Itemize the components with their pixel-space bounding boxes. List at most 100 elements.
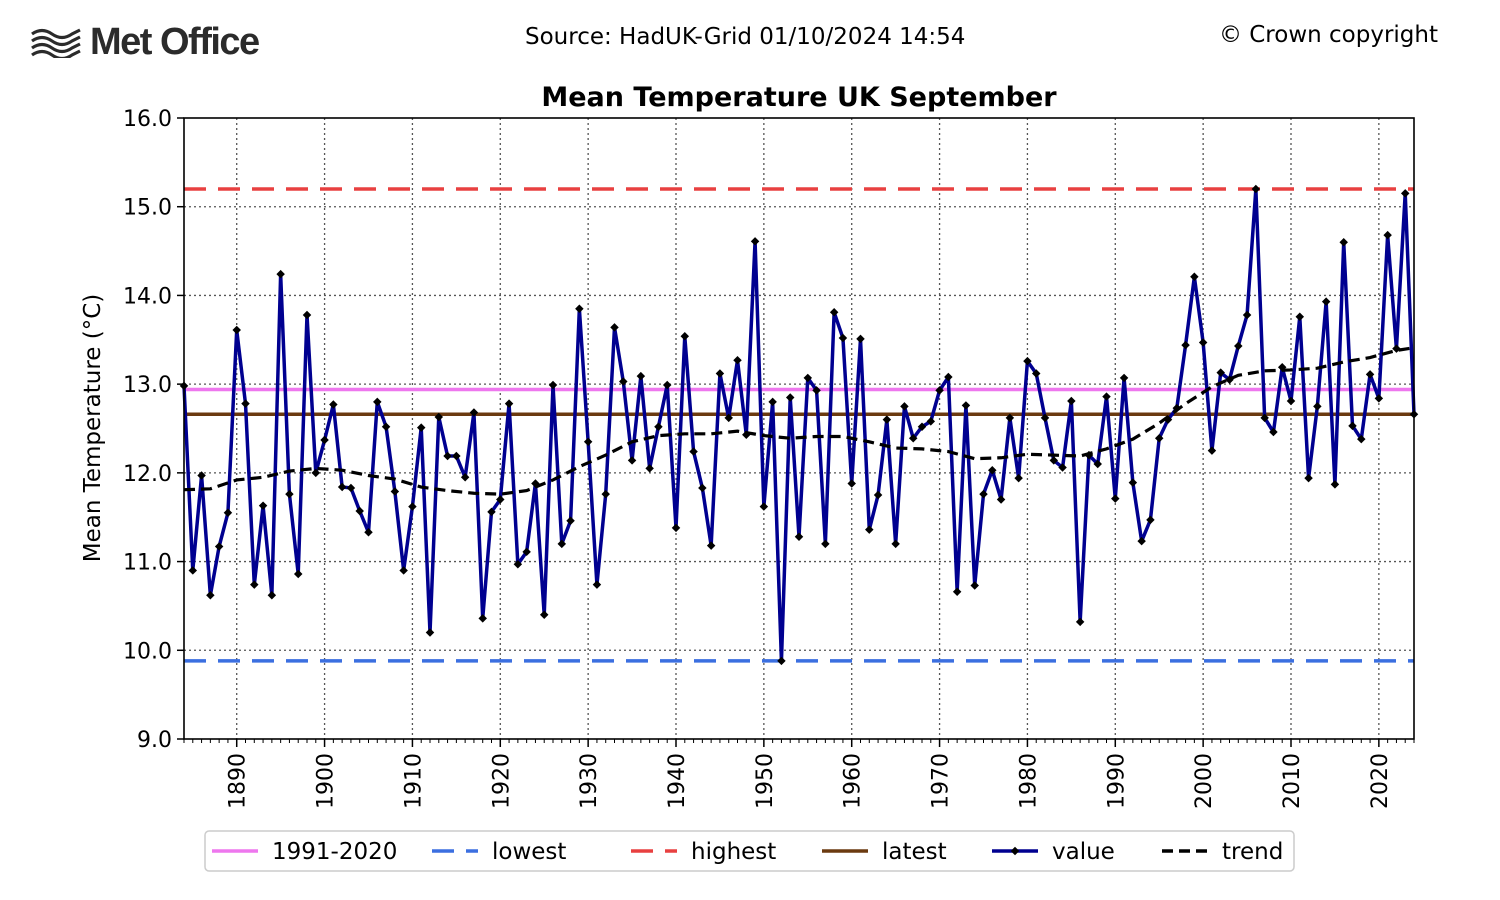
value-point xyxy=(715,369,725,378)
value-point xyxy=(873,490,883,500)
value-point xyxy=(601,489,610,499)
value-point xyxy=(267,591,277,600)
chart-title: Mean Temperature UK September xyxy=(541,82,1057,113)
y-axis-label: Mean Temperature (°C) xyxy=(80,294,106,563)
value-point xyxy=(1242,310,1252,320)
value-point xyxy=(759,502,769,511)
value-point xyxy=(706,541,716,550)
y-tick-label: 10.0 xyxy=(123,639,172,664)
value-point xyxy=(654,422,663,431)
legend-label: highest xyxy=(691,839,776,865)
value-point xyxy=(627,456,637,465)
value-point xyxy=(1321,297,1331,306)
value-point xyxy=(364,528,373,537)
value-point xyxy=(610,323,619,332)
value-point xyxy=(539,610,549,620)
legend-label: lowest xyxy=(492,839,566,865)
value-point xyxy=(680,331,690,341)
value-point xyxy=(812,386,821,395)
value-point xyxy=(285,489,294,499)
value-point xyxy=(662,380,672,390)
value-point xyxy=(794,532,804,541)
value-point xyxy=(513,559,523,569)
value-point xyxy=(1146,515,1155,525)
value-point xyxy=(636,371,646,381)
value-point xyxy=(908,434,918,443)
value-point xyxy=(1269,427,1278,437)
value-point xyxy=(1049,456,1059,465)
x-tick-label: 1890 xyxy=(226,753,251,809)
value-point xyxy=(381,422,391,431)
value-point xyxy=(1260,413,1269,423)
value-point xyxy=(979,489,988,499)
value-series-line xyxy=(182,187,1416,663)
value-point xyxy=(1348,421,1357,431)
value-point xyxy=(197,471,206,480)
value-point xyxy=(1392,344,1401,353)
legend-marker xyxy=(1010,846,1020,856)
value-point xyxy=(373,397,382,407)
value-point xyxy=(645,464,654,473)
value-point xyxy=(276,269,285,279)
value-point xyxy=(1154,434,1164,443)
y-tick-label: 11.0 xyxy=(123,551,172,576)
value-point xyxy=(970,581,979,590)
value-point xyxy=(698,483,707,493)
value-point xyxy=(487,507,496,517)
value-point xyxy=(557,539,567,549)
value-point xyxy=(1383,230,1392,240)
value-point xyxy=(961,401,971,410)
value-point xyxy=(1234,341,1243,351)
value-point xyxy=(996,495,1006,504)
value-point xyxy=(522,547,531,557)
value-point xyxy=(619,377,628,386)
value-point xyxy=(1119,373,1129,383)
value-point xyxy=(785,393,795,402)
y-tick-label: 15.0 xyxy=(123,196,172,221)
value-point xyxy=(777,656,786,666)
value-point xyxy=(671,523,681,533)
x-tick-label: 1920 xyxy=(489,753,514,809)
value-point xyxy=(1137,536,1146,546)
value-point xyxy=(1023,356,1032,366)
value-point xyxy=(1181,340,1190,350)
value-point xyxy=(1286,396,1296,406)
legend-label: value xyxy=(1052,839,1115,865)
value-point xyxy=(1198,338,1208,347)
value-point xyxy=(566,516,575,526)
value-point xyxy=(952,587,962,596)
value-point xyxy=(346,483,356,493)
value-point xyxy=(1330,480,1340,489)
y-tick-label: 9.0 xyxy=(137,728,172,753)
legend-label: trend xyxy=(1222,839,1283,865)
value-point xyxy=(1313,402,1322,411)
value-point xyxy=(293,569,303,579)
value-point xyxy=(496,495,505,504)
value-point xyxy=(847,479,856,488)
value-point xyxy=(1031,369,1041,378)
reference-lines xyxy=(184,187,1414,663)
value-point xyxy=(329,400,338,409)
value-point xyxy=(232,325,241,335)
legend-label: 1991-2020 xyxy=(272,839,397,865)
value-point xyxy=(1216,368,1225,377)
value-point xyxy=(856,334,865,344)
plot-frame xyxy=(183,117,1415,740)
value-point xyxy=(768,397,777,407)
value-point xyxy=(592,580,602,589)
y-tick-label: 16.0 xyxy=(123,107,172,132)
x-tick-label: 2020 xyxy=(1368,753,1393,809)
value-point xyxy=(829,308,839,317)
value-point xyxy=(583,437,593,447)
value-point xyxy=(311,468,321,478)
value-point xyxy=(891,539,900,549)
x-tick-label: 1960 xyxy=(841,753,866,809)
value-point xyxy=(408,502,417,511)
grid xyxy=(184,118,1414,739)
value-point xyxy=(724,413,733,423)
value-point xyxy=(1067,396,1076,406)
value-point xyxy=(1357,434,1366,444)
value-point xyxy=(1207,446,1217,455)
value-point xyxy=(478,614,487,623)
value-point xyxy=(1075,617,1085,627)
